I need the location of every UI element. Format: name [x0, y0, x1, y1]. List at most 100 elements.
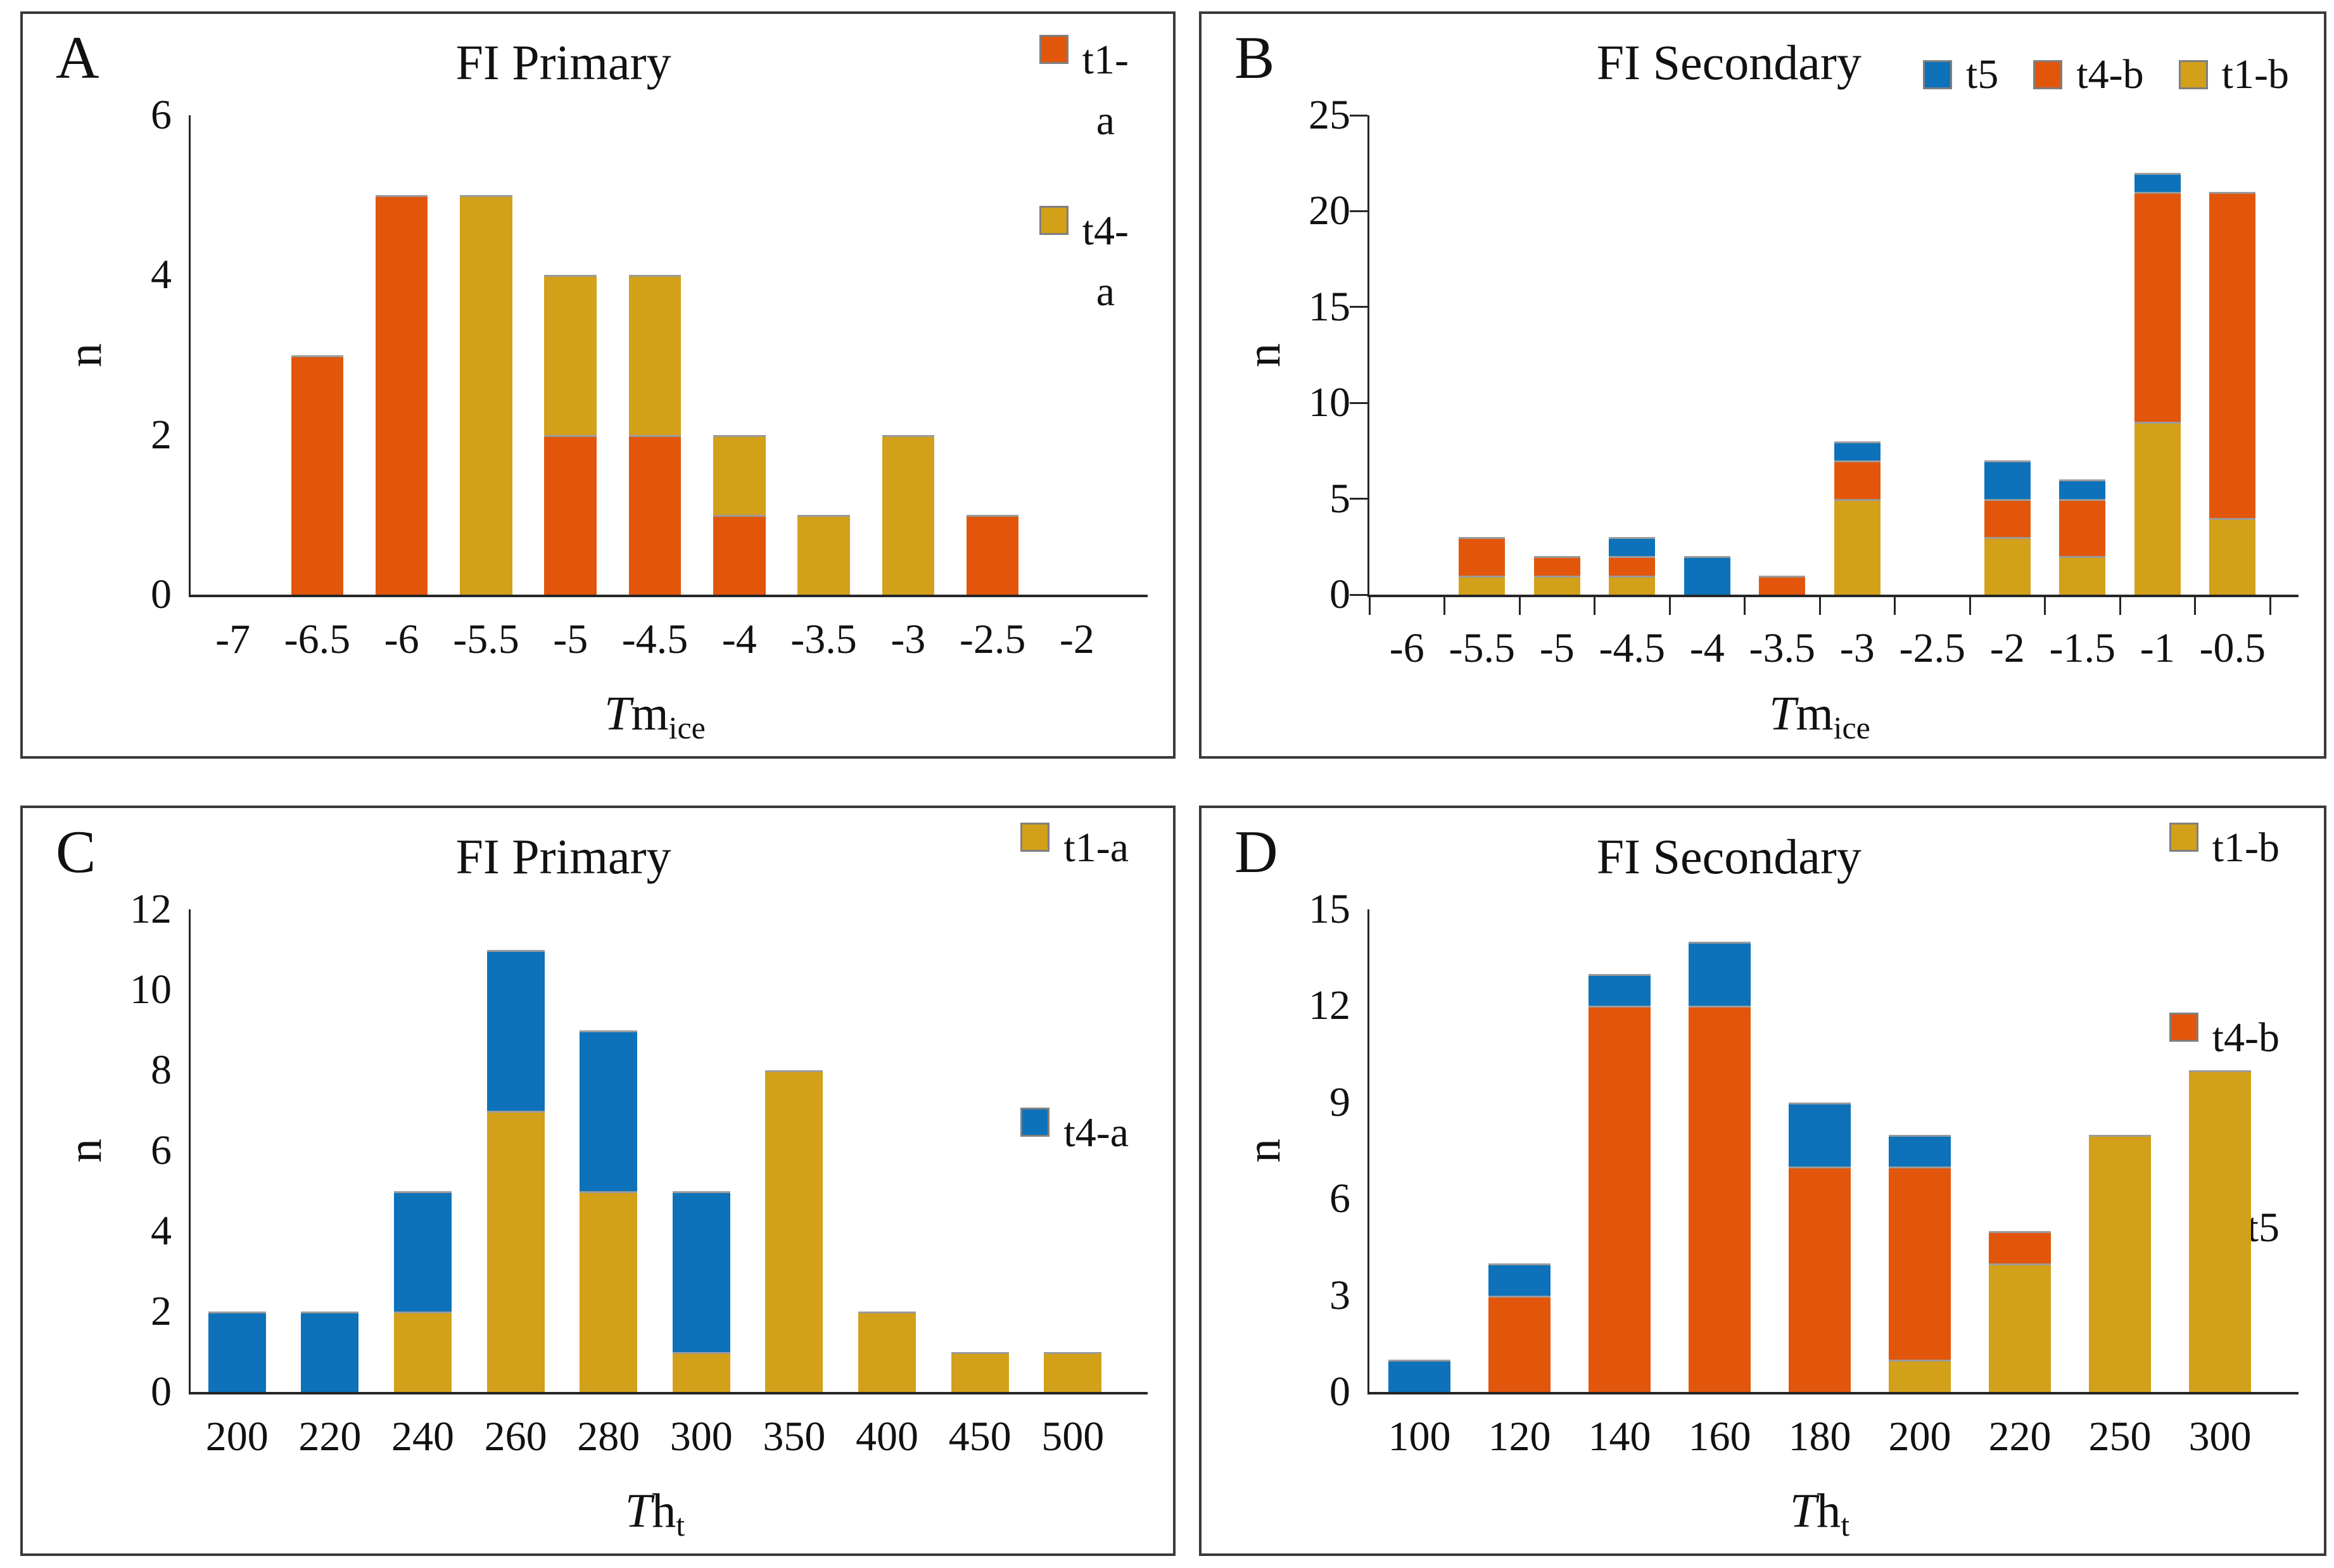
bar-segment-t1-b — [1459, 575, 1506, 595]
x-tick-label: 280 — [577, 1413, 640, 1460]
bar-segment-t1-a — [291, 355, 344, 595]
x-axis-title-subscript: ice — [1833, 710, 1870, 745]
x-tick-label: 240 — [391, 1413, 454, 1460]
x-tick-mark — [2269, 597, 2271, 615]
y-axis-title: n — [58, 1139, 111, 1163]
bar-segment-t1-b — [1889, 1360, 1951, 1392]
y-tick-label: 12 — [1309, 982, 1350, 1029]
legend-swatch-orange — [1039, 35, 1069, 64]
panel-letter: B — [1234, 24, 1275, 91]
x-tick-label: -2.5 — [959, 616, 1026, 662]
x-tick-mark — [1368, 597, 1371, 615]
y-tick-label: 0 — [151, 1369, 172, 1415]
bar-segment-t4-b — [1488, 1295, 1551, 1392]
bar-segment-t1-b — [1989, 1263, 2051, 1392]
bar-segment-t4-b — [2209, 192, 2256, 518]
x-tick-label: 350 — [763, 1413, 826, 1460]
y-tick-mark — [1350, 306, 1367, 308]
x-tick-mark — [1594, 597, 1595, 615]
panel-b-fi-secondary-tmice: B FI Secondary t5 t4-b t1-b 0 5 10 15 20 25 -6 -5.5-… — [1199, 11, 2326, 759]
bar-segment-t1-a — [765, 1070, 823, 1392]
bar-segment-t4-a — [797, 514, 850, 595]
y-axis-line — [189, 115, 191, 595]
bar-segment-t1-a — [394, 1312, 452, 1392]
bar-segment-t1-a — [580, 1191, 638, 1392]
bar-segment-t4-b — [1609, 556, 1656, 576]
y-tick-label: 4 — [151, 1208, 172, 1254]
bar-segment-t4-b — [2059, 498, 2106, 557]
y-tick-label: 15 — [1309, 283, 1350, 330]
bar-segment-t4-b — [1533, 556, 1580, 576]
bar-segment-t4-a — [460, 195, 512, 595]
bar-segment-t1-a — [486, 1110, 545, 1392]
panel-a-fi-primary-tmice: A FI Primary t1- a t4- a 0 2 4 6 -7 -6.5 -6 -5.5 -5-… — [20, 11, 1176, 759]
x-tick-mark — [2044, 597, 2046, 615]
panel-letter: A — [56, 24, 99, 91]
x-tick-label: -6.5 — [284, 616, 351, 662]
bar-segment-t1-a — [1044, 1351, 1102, 1392]
legend-swatch-gold — [2178, 60, 2208, 89]
bar-segment-t1-b — [2089, 1134, 2151, 1392]
x-tick-label: -5.5 — [1449, 625, 1515, 671]
x-tick-label: 160 — [1688, 1413, 1751, 1460]
x-axis-line — [1367, 1392, 2299, 1394]
legend-swatch-gold — [1039, 206, 1069, 235]
bar-segment-t1-b — [1533, 575, 1580, 595]
bar-segment-t4-b — [1834, 460, 1881, 499]
legend-item-t1-b: t1-b — [2169, 818, 2280, 878]
legend-label: t5 — [1966, 51, 1999, 98]
y-tick-mark — [1350, 498, 1367, 500]
x-tick-label: 220 — [298, 1413, 362, 1460]
bar-segment-t4-a — [580, 1030, 638, 1191]
x-tick-label: -4.5 — [1599, 625, 1665, 671]
legend-item-t4-a: t4- a — [1039, 201, 1129, 322]
bar-segment-t1-b — [1834, 498, 1881, 595]
x-tick-label: -4.5 — [621, 616, 688, 662]
y-tick-mark — [1350, 401, 1367, 404]
x-tick-label: 500 — [1041, 1413, 1105, 1460]
x-tick-label: -7 — [215, 616, 251, 662]
y-tick-label: 2 — [151, 1288, 172, 1334]
x-tick-label: 140 — [1588, 1413, 1651, 1460]
bar-segment-t1-b — [2134, 422, 2181, 595]
y-axis-line — [1367, 115, 1369, 595]
bar-segment-t4-a — [544, 275, 597, 435]
x-tick-mark — [1894, 597, 1896, 615]
legend-item-t5: t5 — [1923, 44, 1998, 105]
legend-swatch-orange — [2033, 60, 2063, 89]
legend-swatch-gold — [1020, 823, 1050, 852]
x-tick-label: -4 — [1689, 625, 1725, 671]
x-tick-label: -6 — [384, 616, 419, 662]
y-tick-label: 2 — [151, 411, 172, 458]
x-tick-mark — [2194, 597, 2196, 615]
x-axis-title-base: m — [1796, 687, 1834, 740]
x-tick-label: -2 — [1989, 625, 2025, 671]
y-tick-label: 3 — [1329, 1272, 1350, 1318]
x-axis-title-italic: T — [1769, 687, 1796, 740]
bar-segment-t4-b — [2134, 192, 2181, 422]
x-tick-mark — [1744, 597, 1746, 615]
x-tick-label: -4 — [721, 616, 757, 662]
x-axis-line — [1367, 595, 2299, 597]
legend-label: t4-b — [2212, 1015, 2280, 1061]
bar-segment-t1-a — [544, 434, 597, 595]
legend-label: t5 — [2247, 1204, 2280, 1251]
legend-item-t1-b: t1-b — [2178, 44, 2289, 105]
x-tick-mark — [1818, 597, 1821, 615]
bar-segment-t4-b — [1589, 1006, 1651, 1392]
x-tick-label: -3 — [1839, 625, 1875, 671]
y-tick-label: 25 — [1309, 92, 1350, 138]
bar-segment-t4-b — [1984, 498, 2031, 538]
bar-segment-t5 — [1609, 537, 1656, 557]
bar-segment-t1-a — [713, 514, 766, 595]
x-axis-line — [189, 595, 1148, 597]
bar-segment-t4-a — [713, 434, 766, 515]
bar-segment-t5 — [1684, 556, 1730, 595]
bar-segment-t1-b — [2209, 517, 2256, 595]
bar-segment-t5 — [1889, 1134, 1951, 1167]
panel-c-fi-primary-tht: C FI Primary t1-a t4-a 0 2 4 6 8 10 12 200 220 240 260… — [20, 806, 1176, 1556]
x-tick-label: -5 — [553, 616, 588, 662]
bar-segment-t5 — [1984, 460, 2031, 499]
bar-segment-t4-b — [1989, 1231, 2051, 1263]
